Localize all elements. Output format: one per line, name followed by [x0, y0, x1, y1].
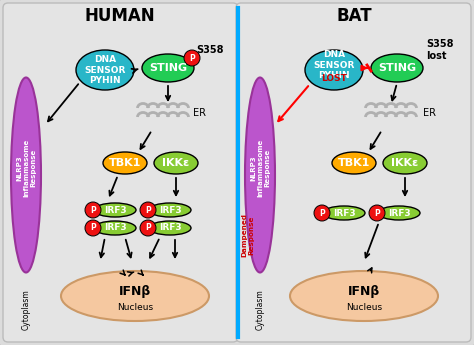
Text: Dampened
Response: Dampened Response [241, 213, 255, 257]
Text: NLRP3
Inflammasome
Response: NLRP3 Inflammasome Response [250, 139, 270, 197]
Ellipse shape [149, 221, 191, 235]
Text: DNA
SENSOR
PYHIN: DNA SENSOR PYHIN [84, 55, 126, 85]
Text: Nucleus: Nucleus [346, 304, 382, 313]
Ellipse shape [290, 271, 438, 321]
Text: IRF3: IRF3 [104, 224, 126, 233]
Circle shape [184, 50, 200, 66]
Text: P: P [90, 224, 96, 233]
Text: IRF3: IRF3 [388, 208, 410, 217]
Ellipse shape [371, 54, 423, 82]
Circle shape [85, 220, 101, 236]
Ellipse shape [76, 50, 134, 90]
Text: P: P [145, 206, 151, 215]
Text: Cytoplasm: Cytoplasm [21, 289, 30, 331]
Ellipse shape [142, 54, 194, 82]
Text: S358: S358 [196, 45, 224, 55]
Circle shape [314, 205, 330, 221]
Text: P: P [90, 206, 96, 215]
Text: ER: ER [423, 108, 437, 118]
Text: IRF3: IRF3 [333, 208, 356, 217]
Ellipse shape [149, 203, 191, 217]
Text: Nucleus: Nucleus [117, 304, 153, 313]
Ellipse shape [323, 206, 365, 220]
Text: BAT: BAT [336, 7, 372, 25]
Text: HUMAN: HUMAN [85, 7, 155, 25]
Text: Cytoplasm: Cytoplasm [255, 289, 264, 331]
Text: STING: STING [378, 63, 416, 73]
FancyBboxPatch shape [3, 3, 238, 342]
Text: IFNβ: IFNβ [119, 285, 151, 297]
FancyBboxPatch shape [236, 3, 471, 342]
Text: P: P [145, 224, 151, 233]
Ellipse shape [383, 152, 427, 174]
Text: ER: ER [193, 108, 207, 118]
Text: IKKε: IKKε [392, 158, 419, 168]
Text: P: P [189, 53, 195, 62]
Ellipse shape [94, 221, 136, 235]
Text: IRF3: IRF3 [159, 224, 182, 233]
Text: NLRP3
Inflammasome
Response: NLRP3 Inflammasome Response [16, 139, 36, 197]
Text: S358
lost: S358 lost [426, 39, 454, 61]
Ellipse shape [378, 206, 420, 220]
Ellipse shape [11, 78, 41, 273]
Text: IKKε: IKKε [163, 158, 190, 168]
Ellipse shape [305, 50, 363, 90]
Text: IFNβ: IFNβ [348, 285, 380, 297]
Circle shape [369, 205, 385, 221]
Text: P: P [374, 208, 380, 217]
Ellipse shape [245, 78, 275, 273]
Text: DNA
SENSOR
PYHIN: DNA SENSOR PYHIN [313, 50, 355, 80]
Ellipse shape [332, 152, 376, 174]
Text: TBK1: TBK1 [338, 158, 370, 168]
Text: LOST: LOST [321, 73, 347, 82]
Text: IRF3: IRF3 [159, 206, 182, 215]
Ellipse shape [94, 203, 136, 217]
Ellipse shape [61, 271, 209, 321]
Ellipse shape [103, 152, 147, 174]
Circle shape [85, 202, 101, 218]
Text: STING: STING [149, 63, 187, 73]
Text: IRF3: IRF3 [104, 206, 126, 215]
Circle shape [140, 202, 156, 218]
Text: TBK1: TBK1 [109, 158, 141, 168]
Ellipse shape [154, 152, 198, 174]
Text: P: P [319, 208, 325, 217]
Circle shape [140, 220, 156, 236]
